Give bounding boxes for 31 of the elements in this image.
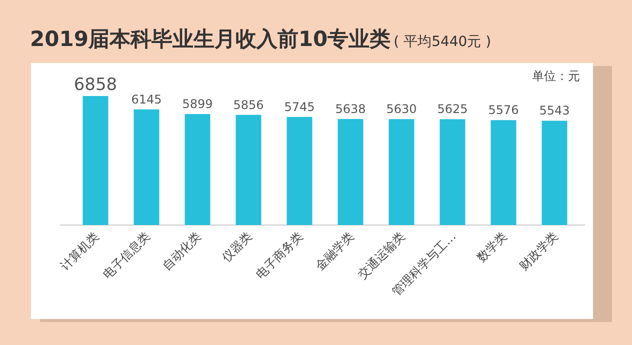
data-label: 5576 xyxy=(488,103,519,118)
bar xyxy=(82,96,108,225)
x-tick-label: 电子商务类 xyxy=(253,229,306,282)
bar xyxy=(134,109,160,225)
x-tick-label: 数学类 xyxy=(474,229,510,265)
data-label: 5638 xyxy=(335,102,366,116)
bar xyxy=(286,116,312,225)
data-label: 5543 xyxy=(539,104,570,118)
data-label: 5856 xyxy=(233,98,264,112)
chart-subtitle: ( 平均5440元 ) xyxy=(394,34,492,50)
data-label: 5899 xyxy=(182,97,213,112)
x-tick-label: 计算机类 xyxy=(58,229,102,274)
bar xyxy=(542,120,568,225)
data-label: 5625 xyxy=(437,102,468,116)
bar xyxy=(440,119,466,225)
chart-title: 2019届本科毕业生月收入前10专业类 xyxy=(30,27,391,51)
bar xyxy=(184,114,210,225)
data-label: 5630 xyxy=(386,102,417,116)
x-tick-label: 财政学类 xyxy=(516,229,561,274)
data-label: 6858 xyxy=(74,75,118,95)
text: 单位：元 xyxy=(532,69,580,83)
x-tick-label: 仪器类 xyxy=(219,229,255,265)
data-label: 5745 xyxy=(284,100,315,114)
data-label: 6145 xyxy=(131,92,162,106)
x-tick-label: 金融学类 xyxy=(312,229,357,274)
bar xyxy=(236,114,262,225)
bar xyxy=(388,119,414,225)
bar xyxy=(490,120,516,225)
x-tick-label: 电子信息类 xyxy=(100,229,153,282)
x-tick-label: 自动化类 xyxy=(160,229,204,274)
bar xyxy=(338,118,364,225)
